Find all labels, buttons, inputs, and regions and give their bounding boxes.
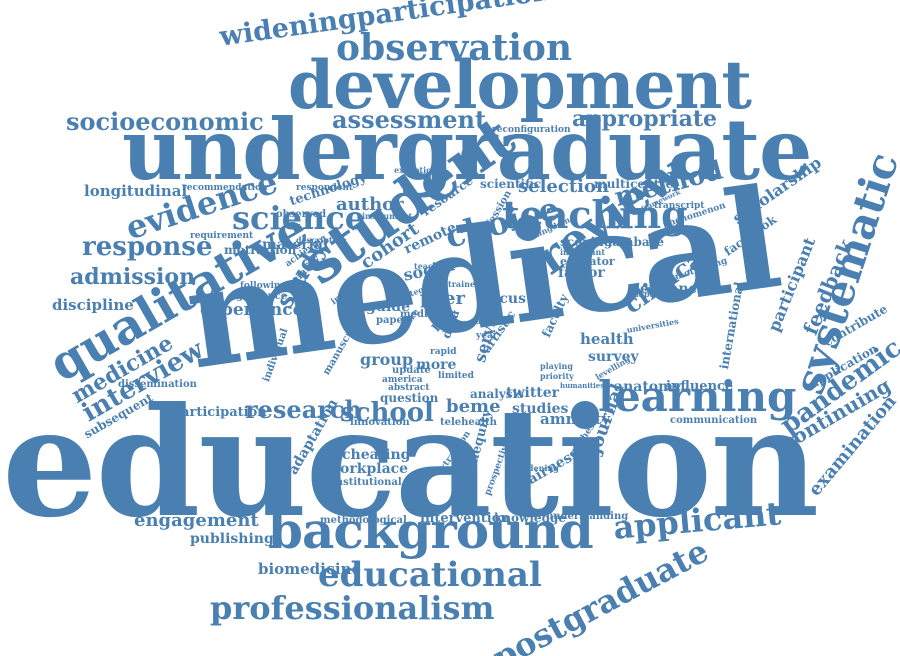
word-database: database — [604, 235, 665, 249]
word-research: research — [245, 395, 362, 424]
word-focus: focus — [484, 291, 526, 307]
word-admission: admission — [70, 264, 196, 290]
word-cheating: cheating — [342, 447, 411, 463]
word-undergraduate: undergraduate — [122, 100, 812, 199]
word-enhance: enhance — [640, 281, 706, 297]
word-humanities: humanities — [560, 381, 605, 390]
word-intervention: intervention — [420, 511, 510, 526]
word-limited: limited — [438, 371, 474, 381]
word-longitudinal: longitudinal — [84, 182, 188, 200]
word-reconfiguration: reconfiguration — [492, 125, 571, 135]
word-analysis: analysis — [470, 387, 524, 401]
word-material: material — [262, 237, 329, 253]
word-appropriate: appropriate — [572, 106, 718, 132]
word-trainee: trainee — [448, 279, 481, 289]
word-studies: studies — [512, 401, 569, 417]
word-care: care — [470, 317, 492, 327]
word-engagement: engagement — [134, 510, 259, 531]
word-question: question — [380, 391, 439, 405]
word-factor: factor — [558, 265, 605, 281]
word-instrument: instrument — [362, 211, 413, 221]
word-following: following — [240, 281, 287, 291]
word-telehealth: telehealth — [440, 417, 497, 428]
word-assessment: assessment — [332, 105, 487, 134]
word-anatomy: anatomy — [614, 379, 682, 395]
word-innovation: innovation — [350, 417, 410, 428]
word-adapting: adapting — [628, 289, 668, 299]
word-scoping: scoping — [560, 235, 613, 249]
word-rapid: rapid — [430, 347, 457, 357]
word-professionalism: professionalism — [210, 589, 495, 627]
word-discipline: discipline — [52, 296, 134, 314]
word-understanding: understanding — [546, 511, 629, 522]
word-observation: observation — [336, 27, 573, 69]
word-knowledge: knowledge — [494, 511, 566, 525]
word-transcript: transcript — [654, 201, 705, 211]
word-health: health — [580, 330, 634, 348]
word-group: group — [360, 350, 414, 369]
word-methodological: methodological — [320, 515, 407, 526]
word-important: important — [560, 247, 606, 257]
word-dissemination: dissemination — [118, 379, 197, 390]
word-paper: paper — [376, 315, 409, 326]
word-description: description — [296, 235, 347, 245]
word-biomedicine: biomedicine — [258, 560, 362, 578]
word-scientific: scientific — [480, 177, 542, 191]
word-publishing: publishing — [190, 531, 274, 547]
word-more: more — [416, 357, 457, 373]
word-abstract: abstract — [388, 383, 430, 393]
word-observed: observed — [276, 209, 327, 220]
word-requirement: requirement — [190, 231, 254, 241]
word-exceptional: exceptional — [394, 165, 446, 175]
word-institutional: institutional — [332, 477, 402, 488]
word-recommendation: recommendation — [182, 183, 268, 193]
word-peer: peer — [420, 288, 465, 309]
word-update: update — [392, 365, 431, 376]
word-teacher: teacher — [414, 261, 448, 271]
word-background: background — [268, 501, 594, 560]
word-life: life — [440, 315, 457, 325]
word-participation: participation — [172, 405, 267, 420]
word-experience: experience — [200, 300, 304, 320]
word-communication: communication — [670, 415, 758, 426]
word-beme: beme — [446, 396, 501, 417]
word-twitter: twitter — [506, 385, 560, 401]
word-selection: selection — [518, 176, 610, 197]
word-america: america — [382, 375, 423, 385]
word-survey: survey — [588, 349, 639, 365]
word-year: year — [476, 331, 498, 341]
word-media: media — [400, 309, 435, 320]
word-author: author — [336, 194, 404, 215]
word-educational: educational — [318, 555, 542, 595]
word-motivation: motivation — [224, 243, 297, 257]
word-education: education — [2, 375, 819, 551]
word-science: science — [232, 199, 366, 237]
word-multicentre: multicentre — [594, 177, 674, 191]
word-socioeconomic: socioeconomic — [66, 107, 264, 136]
word-influence: influence — [666, 379, 734, 394]
word-playing: playing — [540, 361, 573, 371]
word-widening: widening — [518, 463, 559, 473]
word-school: school — [340, 398, 434, 428]
word-respondent: respondent — [296, 183, 354, 193]
word-guidance: guidance — [236, 291, 288, 302]
word-development: development — [288, 46, 752, 124]
word-guide: guide — [366, 299, 410, 315]
word-learning: learning — [598, 372, 797, 421]
word-amnesty: amnesty — [540, 410, 611, 428]
word-response: response — [82, 232, 213, 262]
word-workplace: workplace — [328, 461, 409, 477]
word-teaching: teaching — [502, 192, 688, 237]
word-priority: priority — [540, 371, 574, 381]
word-educator: educator — [560, 255, 615, 268]
